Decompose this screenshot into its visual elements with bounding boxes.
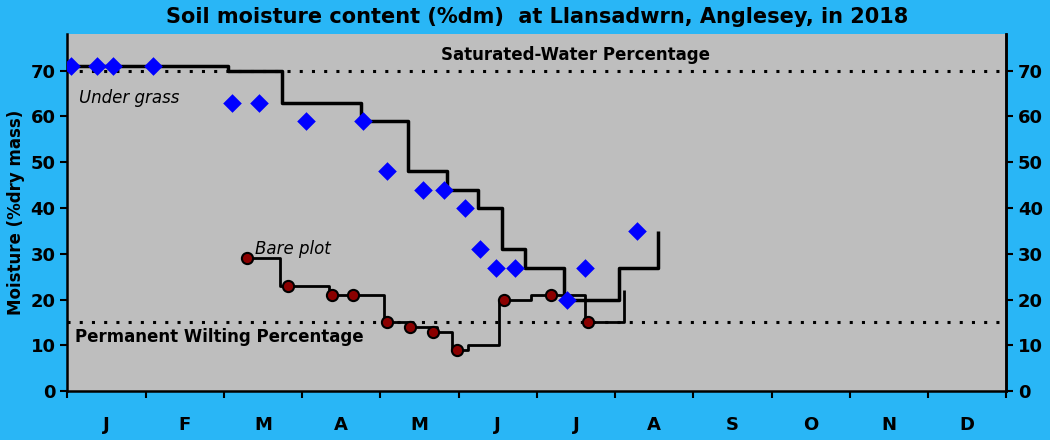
Text: S: S	[726, 416, 739, 434]
Point	[378, 319, 395, 326]
Text: O: O	[803, 416, 818, 434]
Text: Permanent Wilting Percentage: Permanent Wilting Percentage	[76, 328, 363, 346]
Text: M: M	[411, 416, 428, 434]
Point	[279, 282, 296, 290]
Point	[104, 62, 121, 70]
Point	[344, 292, 361, 299]
Point	[576, 264, 593, 271]
Point	[629, 227, 646, 235]
Point	[224, 99, 240, 106]
Point	[401, 323, 418, 330]
Point	[251, 99, 268, 106]
Text: D: D	[960, 416, 974, 434]
Point	[297, 117, 314, 125]
Point	[543, 292, 560, 299]
Y-axis label: Moisture (%dry mass): Moisture (%dry mass)	[7, 110, 25, 315]
Point	[457, 205, 474, 212]
Point	[415, 186, 432, 193]
Point	[436, 186, 453, 193]
Point	[238, 255, 255, 262]
Point	[559, 296, 575, 303]
Text: J: J	[572, 416, 580, 434]
Text: Bare plot: Bare plot	[255, 240, 331, 258]
Text: N: N	[881, 416, 897, 434]
Text: F: F	[178, 416, 191, 434]
Text: A: A	[334, 416, 349, 434]
Text: Saturated-Water Percentage: Saturated-Water Percentage	[441, 46, 711, 64]
Point	[425, 328, 442, 335]
Point	[506, 264, 523, 271]
Text: A: A	[647, 416, 662, 434]
Point	[472, 246, 489, 253]
Text: J: J	[103, 416, 110, 434]
Point	[145, 62, 162, 70]
Point	[355, 117, 372, 125]
Point	[88, 62, 105, 70]
Point	[496, 296, 512, 303]
Point	[323, 292, 340, 299]
Text: J: J	[495, 416, 501, 434]
Point	[448, 346, 465, 353]
Text: M: M	[254, 416, 272, 434]
Point	[63, 62, 80, 70]
Point	[378, 168, 395, 175]
Point	[487, 264, 504, 271]
Title: Soil moisture content (%dm)  at Llansadwrn, Anglesey, in 2018: Soil moisture content (%dm) at Llansadwr…	[166, 7, 908, 27]
Point	[580, 319, 596, 326]
Text: Under grass: Under grass	[79, 89, 180, 107]
